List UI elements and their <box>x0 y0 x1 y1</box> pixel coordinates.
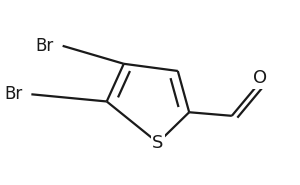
Text: S: S <box>152 134 164 152</box>
Text: Br: Br <box>4 85 23 103</box>
Text: O: O <box>253 69 267 87</box>
Text: Br: Br <box>36 37 54 55</box>
